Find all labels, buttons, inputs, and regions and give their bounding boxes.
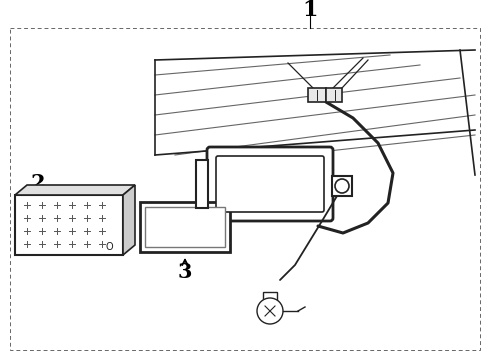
Text: 3: 3: [178, 262, 192, 282]
FancyBboxPatch shape: [216, 156, 324, 212]
Polygon shape: [15, 195, 123, 255]
FancyBboxPatch shape: [207, 147, 333, 221]
Polygon shape: [123, 185, 135, 255]
Bar: [10, 28, 480, 350]
Polygon shape: [15, 185, 135, 195]
Bar: [140, 202, 230, 252]
Bar: [263, 292, 277, 302]
Circle shape: [257, 298, 283, 324]
Circle shape: [335, 179, 349, 193]
Text: O: O: [105, 242, 113, 252]
Text: 2: 2: [31, 173, 45, 193]
Bar: [145, 207, 225, 247]
Bar: [308, 88, 326, 102]
Bar: [326, 88, 342, 102]
Text: 1: 1: [302, 0, 318, 21]
Bar: [332, 176, 352, 196]
Polygon shape: [196, 160, 208, 208]
